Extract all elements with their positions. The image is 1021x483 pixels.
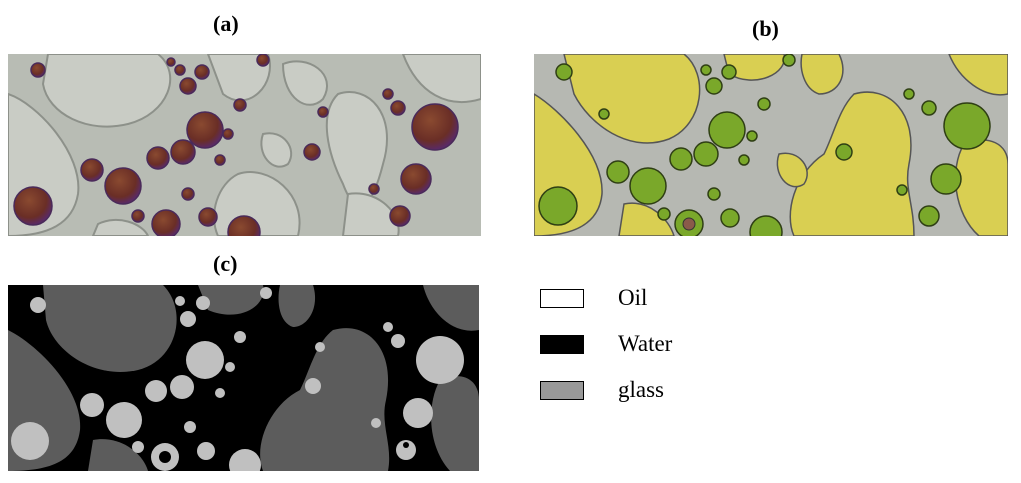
legend-label-oil: Oil (618, 285, 648, 310)
micrograph-a (8, 54, 481, 236)
panel-a-label: (a) (213, 11, 239, 36)
segmented-image-c (8, 285, 479, 471)
panel-b-label: (b) (752, 16, 779, 41)
legend-swatch-oil (540, 289, 584, 308)
legend-label-glass: glass (618, 377, 664, 402)
micrograph-b (534, 54, 1008, 236)
panel-c-label: (c) (213, 251, 238, 276)
legend-label-water: Water (618, 331, 673, 356)
legend-swatch-glass (540, 381, 584, 400)
legend-swatch-water (540, 335, 584, 354)
